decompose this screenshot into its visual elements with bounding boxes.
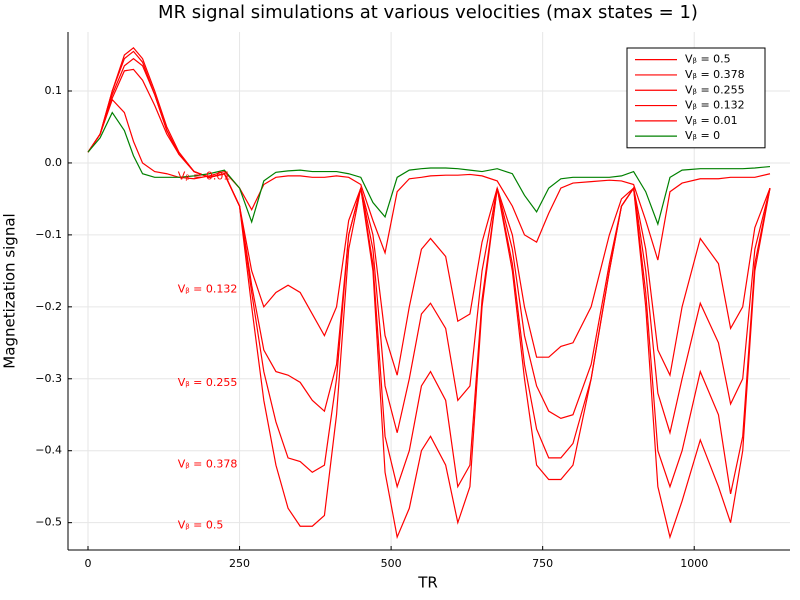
- annotation: Vᵦ = 0.5: [178, 519, 224, 532]
- legend-label: Vᵦ = 0.255: [685, 83, 745, 96]
- x-tick-label: 750: [532, 557, 553, 570]
- y-tick-label: −0.3: [35, 372, 62, 385]
- y-tick-label: −0.2: [35, 300, 62, 313]
- y-tick-label: −0.1: [35, 228, 62, 241]
- x-axis-label: TR: [417, 574, 438, 592]
- y-tick-label: 0.1: [45, 84, 63, 97]
- legend-label: Vᵦ = 0: [685, 129, 720, 142]
- x-tick-label: 0: [85, 557, 92, 570]
- series-line: [87, 98, 771, 261]
- series-line: [87, 111, 771, 227]
- annotation: Vᵦ = 0.255: [178, 376, 238, 389]
- x-tick-label: 250: [229, 557, 250, 570]
- annotation: Vᵦ = 0.01: [178, 170, 231, 183]
- series-line: [87, 68, 771, 378]
- legend-label: Vᵦ = 0.5: [685, 53, 731, 66]
- annotation: Vᵦ = 0.378: [178, 457, 238, 470]
- y-tick-label: −0.4: [35, 444, 62, 457]
- y-axis-label: Magnetization signal: [1, 213, 19, 368]
- legend: Vᵦ = 0.5 Vᵦ = 0.378 Vᵦ = 0.255 Vᵦ = 0.132 Vᵦ…: [626, 47, 766, 149]
- legend-label: Vᵦ = 0.01: [685, 114, 738, 127]
- legend-label: Vᵦ = 0.378: [685, 68, 745, 81]
- x-tick-label: 500: [381, 557, 402, 570]
- x-tick-label: 1000: [680, 557, 708, 570]
- chart-title: MR signal simulations at various velocit…: [158, 2, 698, 23]
- legend-box: [626, 47, 766, 149]
- annotation: Vᵦ = 0.132: [178, 283, 238, 296]
- legend-label: Vᵦ = 0.132: [685, 99, 745, 112]
- y-tick-label: −0.5: [35, 516, 62, 529]
- y-tick-label: 0.0: [45, 156, 63, 169]
